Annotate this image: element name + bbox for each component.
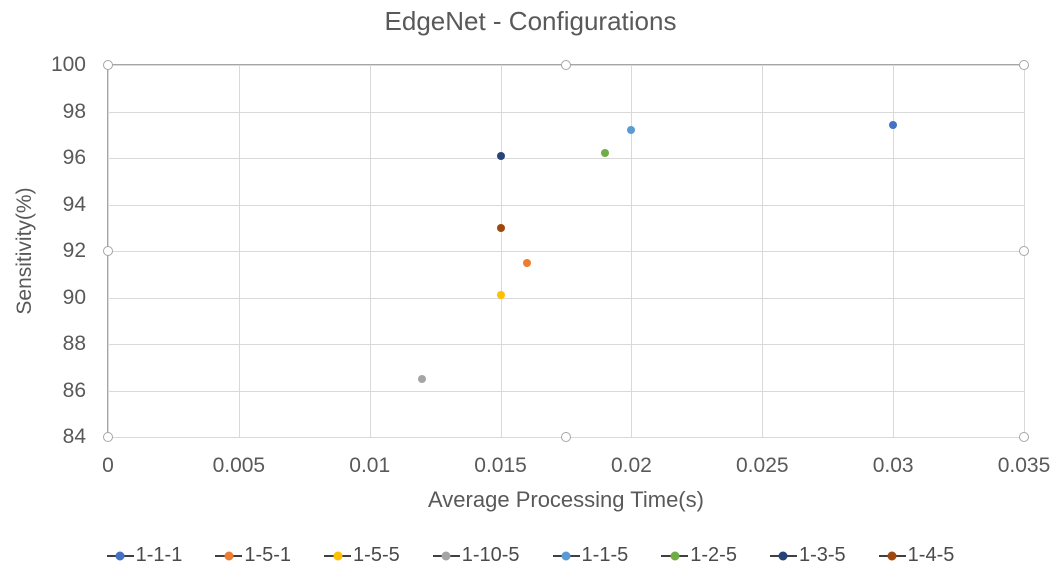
- y-tick-label: 88: [62, 332, 86, 355]
- data-point-1-4-5[interactable]: [496, 223, 505, 232]
- x-tick-label: 0.035: [997, 454, 1051, 477]
- selection-handle[interactable]: [1019, 246, 1029, 256]
- horizontal-gridline: [108, 158, 1024, 159]
- data-point-1-5-1[interactable]: [522, 258, 531, 267]
- legend-label: 1-5-5: [353, 544, 400, 566]
- legend-label: 1-4-5: [907, 544, 955, 566]
- selection-handle[interactable]: [103, 246, 113, 256]
- data-point-1-2-5[interactable]: [601, 149, 610, 158]
- data-point-1-1-5[interactable]: [627, 126, 636, 135]
- legend-label: 1-2-5: [690, 544, 737, 566]
- horizontal-gridline: [108, 344, 1024, 345]
- legend-dot-icon: [115, 551, 125, 560]
- legend-item-1-10-5[interactable]: 1-10-5: [432, 544, 520, 567]
- selection-handle[interactable]: [103, 432, 113, 442]
- horizontal-gridline: [108, 390, 1024, 392]
- x-tick-label: 0.025: [736, 454, 789, 477]
- legend-item-1-1-5[interactable]: 1-1-5: [552, 544, 629, 567]
- y-tick-label: 90: [62, 285, 86, 309]
- legend-dot-icon: [670, 551, 680, 560]
- chart-title: EdgeNet - Configurations: [384, 6, 677, 36]
- legend-label: 1-5-1: [244, 544, 292, 566]
- legend-item-1-1-1[interactable]: 1-1-1: [106, 544, 183, 567]
- data-point-1-10-5[interactable]: [418, 374, 427, 383]
- x-tick-label: 0.02: [610, 454, 652, 477]
- legend-item-1-5-5[interactable]: 1-5-5: [324, 544, 400, 567]
- legend-marker-icon: [432, 551, 460, 561]
- legend-dot-icon: [224, 551, 234, 560]
- legend-label: 1-3-5: [798, 544, 846, 566]
- legend-item-1-5-1[interactable]: 1-5-1: [215, 544, 291, 567]
- legend: 1-1-1 1-5-1 1-5-5 1-10-5 1-1-5 1-2-5 1-3-5 1-4-…: [0, 544, 1061, 567]
- legend-label: 1-1-1: [135, 544, 183, 566]
- legend-marker-icon: [878, 551, 906, 561]
- y-tick-label: 96: [62, 146, 86, 169]
- legend-dot-icon: [561, 551, 571, 560]
- x-tick-label: 0: [102, 454, 114, 477]
- y-tick-label: 100: [50, 53, 86, 76]
- x-axis-title: Average Processing Time(s): [428, 487, 704, 512]
- legend-label: 1-1-5: [581, 544, 629, 566]
- horizontal-gridline: [108, 111, 1024, 113]
- selection-handle[interactable]: [1019, 432, 1029, 442]
- legend-dot-icon: [441, 551, 451, 560]
- legend-marker-icon: [661, 551, 689, 561]
- y-tick-label: 98: [62, 99, 86, 123]
- legend-label: 1-10-5: [461, 544, 520, 566]
- selection-handle[interactable]: [561, 60, 571, 70]
- legend-dot-icon: [778, 551, 788, 560]
- legend-dot-icon: [887, 551, 897, 560]
- horizontal-gridline: [108, 297, 1024, 299]
- selection-handle[interactable]: [103, 60, 113, 70]
- legend-item-1-3-5[interactable]: 1-3-5: [769, 544, 846, 567]
- horizontal-gridline: [108, 251, 1024, 252]
- legend-item-1-4-5[interactable]: 1-4-5: [878, 544, 955, 567]
- legend-dot-icon: [333, 551, 343, 560]
- data-point-1-3-5[interactable]: [496, 151, 505, 160]
- legend-marker-icon: [215, 551, 243, 561]
- selection-handle[interactable]: [561, 432, 571, 442]
- horizontal-gridline: [108, 204, 1024, 206]
- data-point-1-1-1[interactable]: [889, 121, 898, 130]
- x-tick-label: 0.005: [212, 454, 266, 477]
- y-tick-label: 92: [62, 239, 86, 262]
- legend-marker-icon: [769, 551, 797, 561]
- x-tick-label: 0.03: [872, 454, 914, 477]
- legend-marker-icon: [106, 551, 134, 561]
- y-tick-label: 84: [62, 425, 86, 448]
- y-tick-label: 94: [62, 192, 86, 216]
- legend-marker-icon: [552, 551, 580, 561]
- y-axis-title: Sensitivity(%): [13, 187, 36, 315]
- x-tick-label: 0.01: [349, 454, 391, 477]
- y-tick-label: 86: [62, 378, 86, 402]
- x-tick-label: 0.015: [474, 454, 527, 477]
- legend-item-1-2-5[interactable]: 1-2-5: [661, 544, 737, 567]
- legend-marker-icon: [324, 551, 352, 561]
- data-point-1-5-5[interactable]: [496, 291, 505, 300]
- selection-handle[interactable]: [1019, 60, 1029, 70]
